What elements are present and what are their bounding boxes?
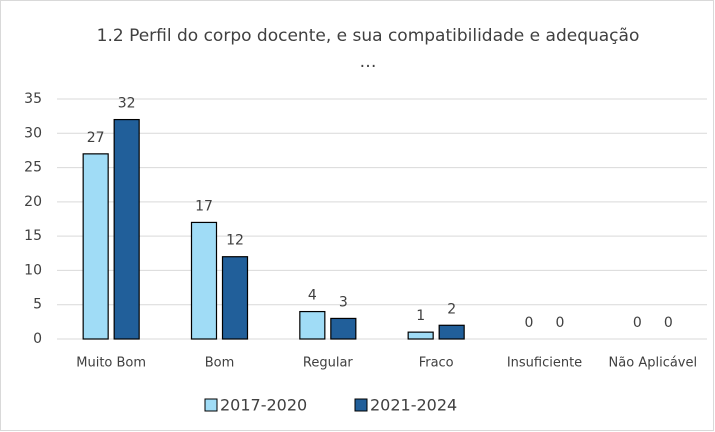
data-label: 27 bbox=[87, 130, 105, 146]
bar bbox=[113, 118, 140, 340]
legend-swatch bbox=[204, 398, 218, 412]
x-tick-label: Insuficiente bbox=[507, 356, 582, 371]
bar bbox=[330, 317, 357, 340]
data-label: 0 bbox=[633, 315, 642, 331]
data-label: 4 bbox=[308, 288, 317, 304]
data-label: 3 bbox=[339, 294, 348, 310]
data-label: 0 bbox=[525, 315, 534, 331]
data-label: 32 bbox=[118, 96, 136, 112]
bar bbox=[407, 331, 434, 340]
legend-label: 2021-2024 bbox=[370, 396, 457, 415]
data-label: 2 bbox=[447, 301, 456, 317]
bar bbox=[190, 221, 218, 340]
bar bbox=[438, 324, 465, 340]
y-tick-label: 5 bbox=[33, 297, 42, 313]
bar bbox=[299, 310, 326, 340]
chart-subtitle: … bbox=[360, 52, 377, 72]
data-label: 0 bbox=[556, 315, 565, 331]
x-tick-label: Muito Bom bbox=[76, 356, 146, 371]
legend-swatch bbox=[354, 398, 368, 412]
y-tick-label: 0 bbox=[33, 331, 42, 347]
y-tick-label: 20 bbox=[24, 194, 42, 210]
y-tick-label: 35 bbox=[24, 91, 42, 107]
legend-label: 2017-2020 bbox=[220, 396, 307, 415]
data-label: 0 bbox=[664, 315, 673, 331]
x-tick-label: Bom bbox=[205, 356, 235, 371]
x-tick-label: Regular bbox=[303, 356, 354, 371]
data-label: 12 bbox=[226, 233, 244, 249]
x-tick-label: Não Aplicável bbox=[609, 356, 698, 371]
y-tick-label: 25 bbox=[24, 160, 42, 176]
chart-title: 1.2 Perfil do corpo docente, e sua compa… bbox=[97, 26, 640, 46]
x-tick-label: Fraco bbox=[419, 356, 454, 371]
bar bbox=[82, 153, 109, 340]
data-label: 1 bbox=[416, 308, 425, 324]
data-label: 17 bbox=[195, 198, 213, 214]
bar bbox=[221, 256, 249, 340]
y-tick-label: 15 bbox=[24, 228, 42, 244]
y-tick-label: 10 bbox=[24, 262, 42, 278]
y-tick-label: 30 bbox=[24, 125, 42, 141]
